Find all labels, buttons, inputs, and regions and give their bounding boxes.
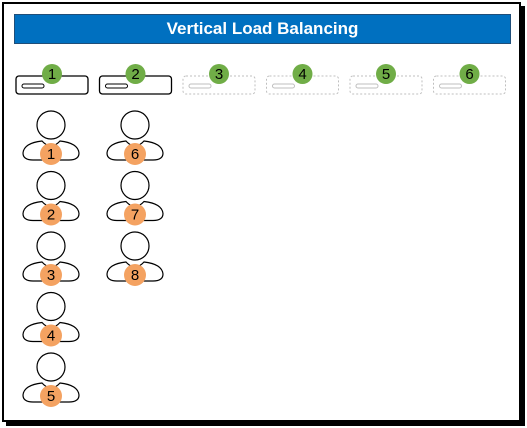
user-badge [124, 143, 146, 165]
server-slot-icon [105, 83, 128, 89]
diagram-title: Vertical Load Balancing [14, 14, 511, 44]
server-4: 4 [266, 64, 339, 95]
user-head-icon [36, 231, 66, 261]
user-badge [40, 264, 62, 286]
server-badge [125, 64, 146, 84]
server-badge [209, 64, 229, 84]
user-5: 5 [22, 352, 80, 407]
user-8: 8 [106, 231, 164, 286]
server-badge-label: 1 [48, 66, 56, 83]
server-slot-icon [439, 83, 462, 89]
server-badge-label: 4 [298, 66, 306, 83]
user-4: 4 [22, 291, 80, 347]
user-7: 7 [106, 170, 164, 226]
user-6: 6 [106, 110, 164, 165]
user-head-icon [36, 291, 66, 322]
diagram-frame [2, 2, 521, 422]
user-badge [40, 324, 62, 347]
user-badge [40, 143, 62, 165]
server-badge [376, 64, 396, 84]
server-3: 3 [182, 64, 256, 95]
user-head-icon [120, 170, 150, 201]
server-badge [459, 64, 480, 84]
user-1: 1 [22, 110, 80, 165]
user-badge [124, 264, 146, 286]
user-badge-label: 4 [47, 328, 55, 345]
server-badge-label: 5 [382, 66, 390, 83]
server-6: 6 [433, 64, 506, 95]
server-5: 5 [349, 64, 423, 95]
user-head-icon [120, 110, 150, 140]
server-slot-icon [21, 83, 45, 89]
server-2: 2 [98, 64, 173, 95]
user-badge [40, 385, 62, 407]
user-badge-label: 1 [47, 146, 55, 163]
user-badge-label: 6 [131, 146, 139, 163]
server-badge [42, 64, 62, 84]
server-badge [292, 64, 313, 84]
user-badge-label: 8 [131, 267, 139, 284]
server-badge-label: 6 [465, 66, 473, 83]
user-2: 2 [22, 170, 80, 226]
server-badge-label: 3 [215, 66, 223, 83]
user-head-icon [36, 170, 66, 201]
server-slot-icon [355, 83, 379, 89]
user-head-icon [36, 110, 66, 140]
server-slot-icon [188, 83, 212, 89]
user-badge-label: 7 [131, 207, 139, 224]
user-3: 3 [22, 231, 80, 286]
user-head-icon [36, 352, 66, 382]
server-1: 1 [15, 64, 89, 95]
user-badge [124, 203, 146, 226]
user-badge-label: 3 [47, 267, 55, 284]
server-slot-icon [272, 83, 295, 89]
user-badge-label: 2 [47, 207, 55, 224]
user-badge [40, 203, 62, 226]
user-badge-label: 5 [47, 388, 55, 405]
server-badge-label: 2 [131, 66, 139, 83]
user-head-icon [120, 231, 150, 261]
